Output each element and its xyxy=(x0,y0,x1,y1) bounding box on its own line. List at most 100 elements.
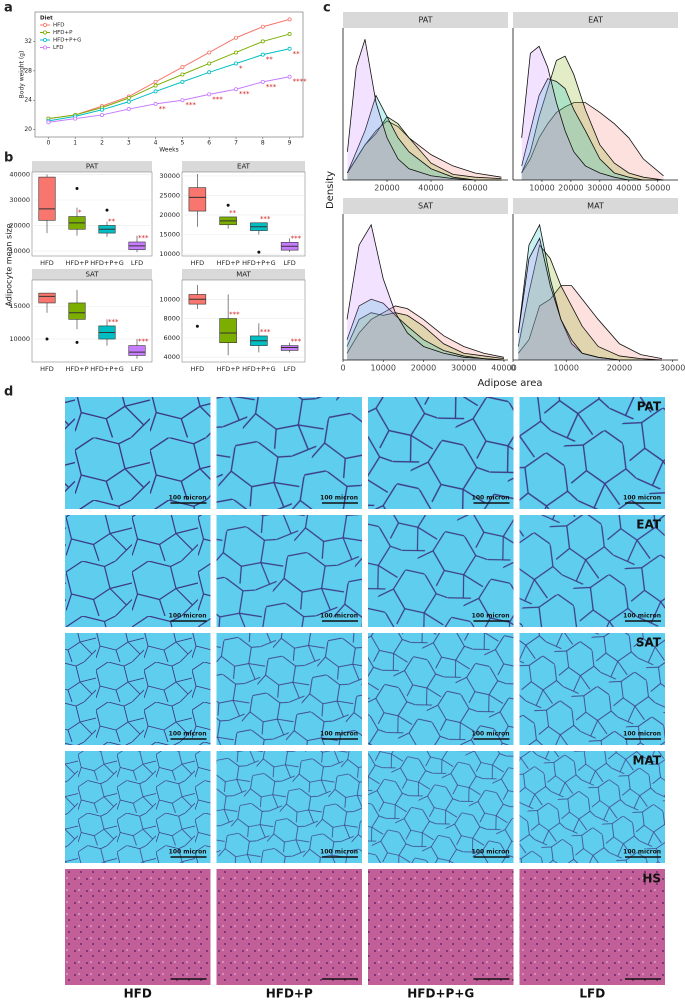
density-line xyxy=(521,102,664,177)
density-area xyxy=(347,95,502,180)
data-point xyxy=(233,61,238,66)
column-label: HFD+P xyxy=(266,987,313,1001)
x-tick-label: HFD xyxy=(40,259,54,267)
x-tick-label: LFD xyxy=(283,365,295,373)
box xyxy=(128,345,146,356)
y-tick-label: 10000 xyxy=(159,250,180,258)
significance-label: ** xyxy=(266,56,274,64)
significance-label: *** xyxy=(138,234,149,242)
x-tick-label: 0 xyxy=(46,140,50,147)
density-area xyxy=(518,238,663,360)
x-tick-label: HFD xyxy=(191,259,205,267)
data-point xyxy=(46,120,51,125)
micrograph xyxy=(65,869,211,985)
density-area xyxy=(521,102,664,180)
x-tick-label: HFD xyxy=(40,365,54,373)
series-line xyxy=(48,48,290,122)
significance-label: * xyxy=(78,209,82,217)
density-line xyxy=(517,244,663,361)
y-tick-label: 32 xyxy=(24,38,32,45)
significance-label: *** xyxy=(108,318,119,326)
density-line xyxy=(518,285,663,360)
facet-strip xyxy=(343,198,508,214)
facet-strip xyxy=(513,198,678,214)
significance-label: *** xyxy=(260,215,271,223)
micrograph xyxy=(519,751,665,863)
row-label: PAT xyxy=(637,400,662,414)
y-tick-label: 6000 xyxy=(163,334,180,342)
significance-label: *** xyxy=(291,234,302,242)
outlier xyxy=(226,203,230,207)
legend-label: LFD xyxy=(53,45,63,51)
scale-bar-label: 100 micron xyxy=(623,731,661,738)
x-tick-label: 20000 xyxy=(411,364,436,373)
x-tick-label: 7 xyxy=(234,140,238,147)
row-label: SAT xyxy=(636,636,662,650)
y-tick-label: 28 xyxy=(24,67,32,74)
x-tick-label: HFD+P xyxy=(66,365,89,373)
density-area xyxy=(347,224,504,360)
data-point xyxy=(180,79,185,84)
facet-title: SAT xyxy=(418,202,433,211)
scale-bar-label: 100 micron xyxy=(320,613,358,620)
y-tick-label: 30000 xyxy=(9,196,30,204)
data-point xyxy=(207,50,212,55)
panel-letter: d xyxy=(4,385,13,400)
x-tick-label: HFD+P xyxy=(217,259,240,267)
scale-bar-label: 100 micron xyxy=(320,849,358,856)
panel-letter: b xyxy=(4,151,13,166)
x-tick-label: 10000 xyxy=(553,364,578,373)
legend-marker xyxy=(43,30,48,35)
row-label: MAT xyxy=(633,754,662,768)
data-point xyxy=(100,112,105,117)
x-tick-label: HFD+P xyxy=(217,365,240,373)
y-tick-label: 15000 xyxy=(9,302,30,310)
x-tick-label: 20000 xyxy=(607,364,632,373)
facet-title: PAT xyxy=(418,16,432,25)
y-tick-label: 8000 xyxy=(163,315,180,323)
density-area xyxy=(521,56,664,180)
data-point xyxy=(180,72,185,77)
outlier xyxy=(105,208,109,212)
significance-label: *** xyxy=(291,338,302,346)
data-point xyxy=(287,74,292,79)
significance-label: *** xyxy=(260,328,271,336)
scale-bar-label: 100 micron xyxy=(623,849,661,856)
density-line xyxy=(346,305,505,358)
row-label: EAT xyxy=(636,518,662,532)
y-tick-label: 24 xyxy=(24,97,32,104)
significance-label: *** xyxy=(212,95,223,103)
scale-bar-label: 100 micron xyxy=(623,613,661,620)
x-axis-label: Weeks xyxy=(159,147,179,154)
significance-label: *** xyxy=(185,101,196,109)
y-tick-label: 30000 xyxy=(159,172,180,180)
micrograph xyxy=(519,515,665,627)
density-line xyxy=(346,298,505,361)
column-label: HFD+P+G xyxy=(407,987,474,1001)
x-tick-label: LFD xyxy=(283,259,295,267)
series-line xyxy=(48,18,290,120)
facet-title: MAT xyxy=(587,202,604,211)
data-point xyxy=(126,96,131,101)
facet-title: EAT xyxy=(588,16,603,25)
box xyxy=(68,302,86,320)
data-point xyxy=(287,32,292,37)
density-line xyxy=(346,312,505,360)
y-tick-label: 20000 xyxy=(9,221,30,229)
column-label: LFD xyxy=(579,987,605,1001)
data-point xyxy=(260,52,265,57)
x-tick-label: 30000 xyxy=(587,184,612,193)
x-tick-label: 20000 xyxy=(558,184,583,193)
micrograph xyxy=(216,397,362,509)
density-area xyxy=(518,224,663,360)
data-point xyxy=(180,98,185,103)
significance-label: ** xyxy=(108,217,116,225)
density-line xyxy=(521,78,664,181)
scale-bar-label: 100 micron xyxy=(472,731,510,738)
facet-strip xyxy=(182,269,305,280)
x-tick-label: 40000 xyxy=(418,184,443,193)
micrograph xyxy=(65,751,211,863)
data-point xyxy=(207,70,212,75)
